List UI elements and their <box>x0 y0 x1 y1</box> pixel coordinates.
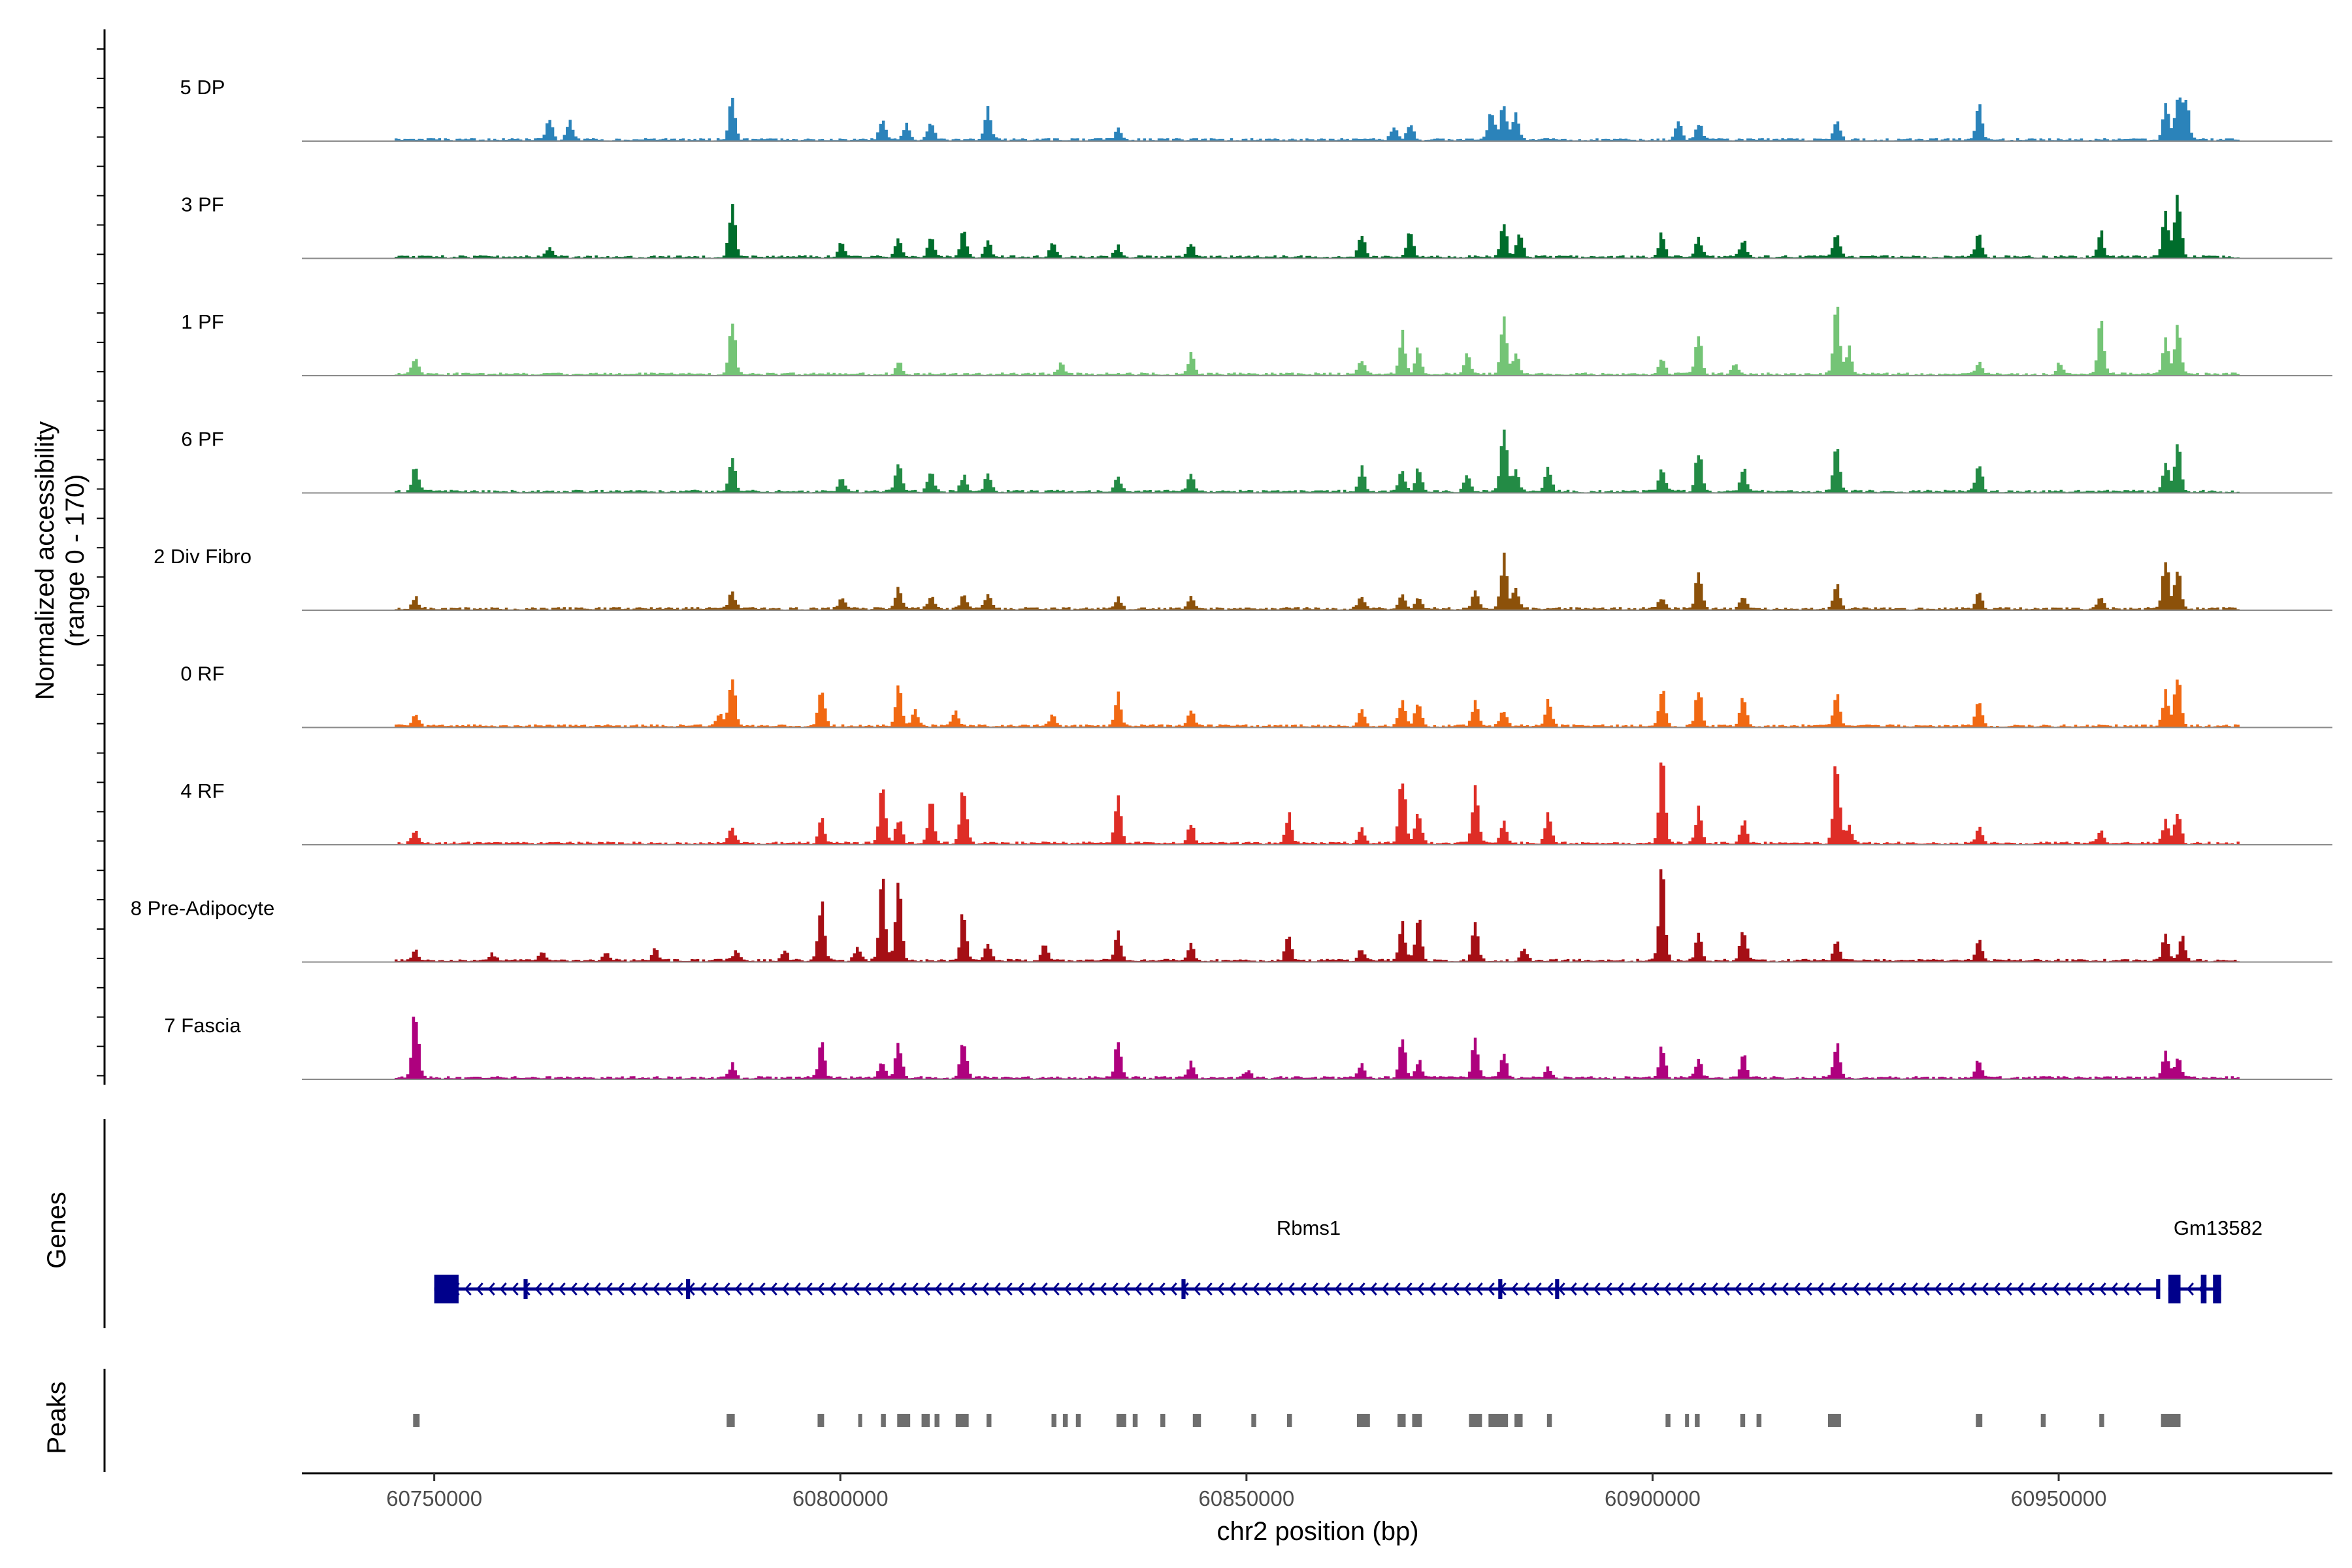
peak-region <box>1412 1414 1422 1427</box>
peak-region <box>1051 1414 1056 1427</box>
track-label: 7 Fascia <box>164 1014 241 1037</box>
peak-region <box>987 1414 992 1427</box>
gene-exon <box>2200 1275 2207 1303</box>
peak-track <box>103 1369 2181 1472</box>
gene-exon <box>523 1279 528 1299</box>
peak-region <box>1356 1414 1370 1427</box>
x-tick-label: 60850000 <box>1198 1486 1294 1511</box>
gene-exon <box>1498 1279 1503 1299</box>
gene-label-gm13582: Gm13582 <box>2174 1217 2262 1239</box>
track-label: 1 PF <box>181 310 223 333</box>
peak-region <box>1469 1414 1482 1427</box>
y-axis-title: Normalized accessibility <box>31 421 59 700</box>
peak-region <box>817 1414 825 1427</box>
peak-region <box>1685 1414 1690 1427</box>
track-label: 6 PF <box>181 428 223 451</box>
gene-exon <box>434 1275 459 1303</box>
peak-region <box>1827 1414 1841 1427</box>
peak-region <box>413 1414 420 1427</box>
peak-region <box>921 1414 930 1427</box>
peak-region <box>1251 1414 1256 1427</box>
track-label: 4 RF <box>180 779 224 802</box>
track-signal-6-pf <box>383 429 2240 493</box>
peak-region <box>1075 1414 1081 1427</box>
peak-region <box>955 1414 969 1427</box>
track-label: 0 RF <box>180 662 224 685</box>
x-tick-label: 60950000 <box>2011 1486 2107 1511</box>
track-signal-1-pf <box>383 306 2240 376</box>
peak-region <box>1740 1414 1746 1427</box>
track-signal-7-fascia <box>383 1017 2240 1079</box>
accessibility-tracks: 5 DP 3 PF 1 PF 6 PF 2 Div Fibro 0 RF 4 RF 8 Pre… <box>97 29 2332 1085</box>
peak-region <box>2161 1414 2181 1427</box>
peak-region <box>2099 1414 2104 1427</box>
peak-region <box>897 1414 911 1427</box>
track-signal-2-div-fibro <box>383 552 2240 610</box>
x-tick-label: 60750000 <box>386 1486 482 1511</box>
gene-exon <box>2156 1279 2161 1299</box>
peaks-track-title: Peaks <box>42 1381 71 1454</box>
track-signal-3-pf <box>383 195 2240 259</box>
genes-track-title: Genes <box>42 1192 71 1269</box>
gene-track: Rbms1 Gm13582 <box>103 1119 2262 1328</box>
track-label: 5 DP <box>180 76 225 99</box>
peak-region <box>934 1414 939 1427</box>
peak-region <box>1160 1414 1166 1427</box>
x-tick-label: 60800000 <box>792 1486 889 1511</box>
peak-region <box>1756 1414 1762 1427</box>
peak-region <box>1062 1414 1068 1427</box>
track-label: 2 Div Fibro <box>154 545 252 568</box>
peak-region <box>1488 1414 1509 1427</box>
gene-exon <box>686 1279 691 1299</box>
gene-label-rbms1: Rbms1 <box>1277 1217 1341 1239</box>
gene-exon <box>2213 1275 2221 1303</box>
track-signal-4-rf <box>383 762 2240 845</box>
track-label: 8 Pre-Adipocyte <box>131 897 275 920</box>
peak-region <box>2040 1414 2046 1427</box>
peak-region <box>858 1414 862 1427</box>
peak-region <box>1514 1414 1523 1427</box>
peak-region <box>1116 1414 1126 1427</box>
x-axis-title: chr2 position (bp) <box>1217 1517 1418 1546</box>
track-label: 3 PF <box>181 193 223 216</box>
y-axis-range: (range 0 - 170) <box>61 474 90 647</box>
peak-region <box>1397 1414 1406 1427</box>
peak-region <box>1192 1414 1201 1427</box>
track-signal-8-pre-adipocyte <box>383 869 2240 962</box>
x-tick-label: 60900000 <box>1605 1486 1701 1511</box>
track-signal-5-dp <box>383 97 2240 141</box>
peak-region <box>727 1414 735 1427</box>
gene-exon <box>2168 1275 2181 1303</box>
peak-region <box>1976 1414 1983 1427</box>
peak-region <box>1665 1414 1671 1427</box>
peak-region <box>1132 1414 1138 1427</box>
track-signal-0-rf <box>383 679 2240 728</box>
gene-exon <box>1181 1279 1186 1299</box>
x-axis: 60750000 60800000 60850000 60900000 60950000 <box>302 1472 2332 1511</box>
peak-region <box>1546 1414 1552 1427</box>
gene-exon <box>1555 1279 1560 1299</box>
peak-region <box>881 1414 886 1427</box>
peak-region <box>1695 1414 1700 1427</box>
peak-region <box>1287 1414 1292 1427</box>
